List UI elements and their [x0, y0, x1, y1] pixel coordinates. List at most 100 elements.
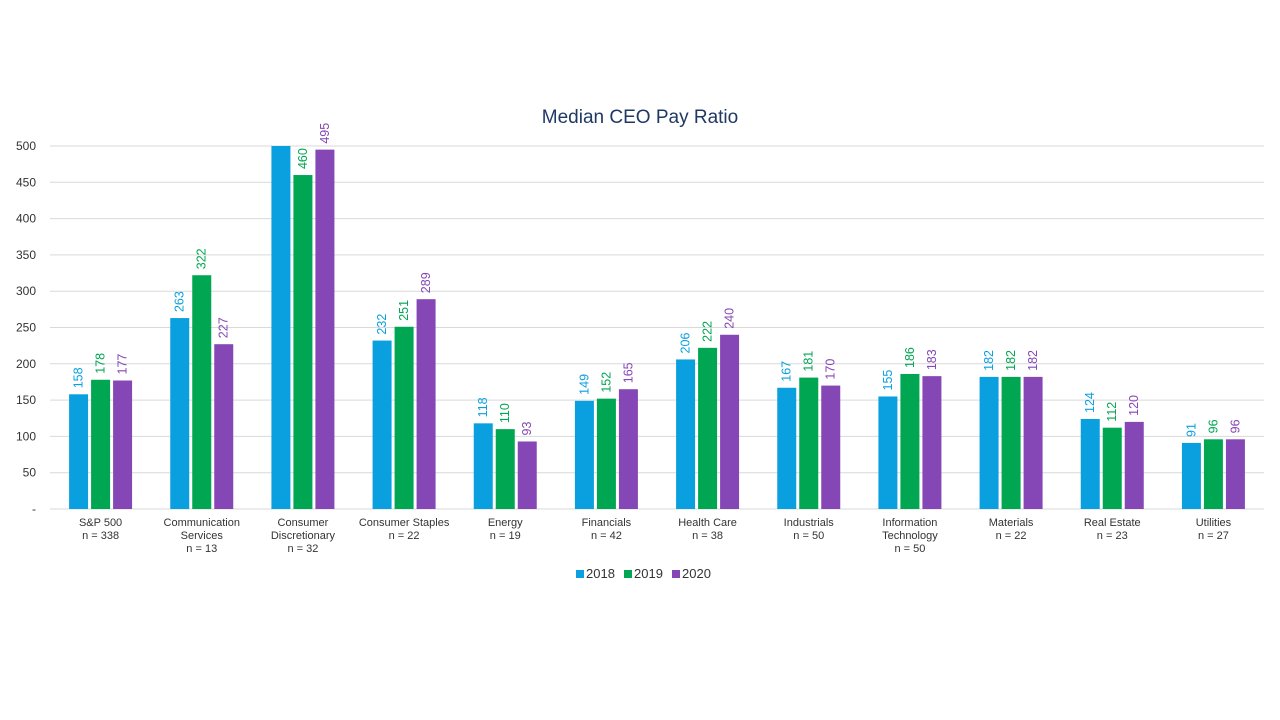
bar [394, 326, 414, 509]
data-label: 289 [419, 272, 433, 293]
data-label: 181 [802, 351, 816, 372]
bar [1080, 418, 1100, 509]
y-tick-label: 300 [16, 284, 36, 298]
bar [878, 396, 898, 509]
x-tick-label: Industrials n = 50 [784, 517, 835, 542]
data-label: 177 [116, 354, 130, 375]
y-tick-label: 150 [16, 393, 36, 407]
data-label: 222 [701, 321, 715, 342]
gridlines [50, 145, 1264, 510]
bar [596, 398, 616, 509]
data-label: 165 [621, 362, 635, 383]
data-label: 155 [881, 370, 895, 391]
x-tick-label: Communication Services n = 13 [164, 517, 240, 555]
bar [271, 146, 291, 509]
y-axis: - 50 100 150 200 250 300 350 400 450 500 [16, 139, 36, 516]
y-tick-label: 200 [16, 357, 36, 371]
data-label: 158 [72, 367, 86, 388]
y-tick-label: 50 [23, 466, 37, 480]
x-tick-label: Consumer Discretionary n = 32 [271, 517, 336, 555]
y-tick-label: 500 [16, 139, 36, 153]
y-tick-label: 350 [16, 248, 36, 262]
data-label: 178 [94, 353, 108, 374]
bar [1001, 376, 1021, 509]
data-label: 167 [780, 361, 794, 382]
x-tick-label: Real Estate n = 23 [1084, 517, 1141, 542]
bar [777, 387, 797, 509]
y-tick-label: 450 [16, 175, 36, 189]
x-tick-label: Utilities n = 27 [1196, 517, 1232, 542]
data-label: 96 [1206, 419, 1220, 433]
data-label: 170 [824, 359, 838, 380]
bar [922, 376, 942, 509]
x-tick-label: Financials n = 42 [582, 517, 632, 542]
data-label: 120 [1127, 395, 1141, 416]
data-label: 152 [599, 372, 613, 393]
bar [69, 394, 89, 509]
bar [1102, 427, 1122, 509]
bar [315, 149, 335, 509]
bar [517, 441, 537, 509]
bar [170, 318, 190, 509]
bar [495, 429, 515, 509]
bar [618, 389, 638, 509]
x-axis: S&P 500 n = 338 Communication Services n = 1… [79, 517, 1232, 555]
y-tick-label: 250 [16, 321, 36, 335]
data-label: 182 [1004, 350, 1018, 371]
data-label: 322 [195, 248, 209, 269]
bar [1203, 439, 1223, 509]
data-label: 206 [679, 333, 693, 354]
data-label: 112 [1105, 402, 1119, 422]
y-tick-label: 400 [16, 212, 36, 226]
bar [214, 344, 234, 509]
data-labels: 158 178 177 263 322 227 460 495 232 251 289 118 110 9… [72, 123, 1243, 437]
bar [676, 359, 696, 509]
data-label: 110 [498, 403, 512, 423]
x-tick-label: Health Care n = 38 [678, 517, 737, 542]
data-label: 263 [173, 291, 187, 312]
x-tick-label: Consumer Staples n = 22 [359, 517, 450, 542]
legend-swatch [576, 570, 584, 578]
data-label: 240 [723, 308, 737, 329]
bar [91, 379, 111, 509]
legend-swatch [672, 570, 680, 578]
bar [113, 380, 133, 509]
legend-label: 2019 [634, 566, 663, 581]
bar [192, 275, 212, 509]
bar [293, 175, 313, 510]
bar [1023, 376, 1043, 509]
data-label: 124 [1083, 392, 1097, 413]
bar [821, 385, 841, 509]
bar [698, 347, 718, 509]
data-label: 495 [318, 123, 332, 144]
data-label: 96 [1228, 419, 1242, 433]
data-label: 232 [375, 314, 389, 335]
x-tick-label: S&P 500 n = 338 [79, 517, 122, 542]
bar [372, 340, 392, 509]
y-tick-label: 100 [16, 429, 36, 443]
data-label: 149 [577, 374, 591, 395]
bars [69, 146, 1245, 510]
legend-label: 2018 [586, 566, 615, 581]
chart-title: Median CEO Pay Ratio [542, 107, 738, 128]
bar [473, 423, 493, 509]
data-label: 182 [1026, 350, 1040, 371]
data-label: 118 [476, 397, 490, 417]
bar [900, 373, 920, 509]
bar [1225, 439, 1245, 509]
x-tick-label: Materials n = 22 [989, 517, 1034, 542]
data-label: 93 [520, 422, 534, 436]
data-label: 251 [397, 300, 411, 321]
bar [720, 334, 740, 509]
bar [1124, 421, 1144, 509]
legend-swatch [624, 570, 632, 578]
y-tick-label: - [32, 502, 36, 516]
legend-label: 2020 [682, 566, 711, 581]
x-tick-label: Information Technology n = 50 [882, 517, 938, 555]
data-label: 183 [925, 349, 939, 370]
data-label: 460 [296, 148, 310, 169]
data-label: 91 [1184, 423, 1198, 437]
data-label: 227 [217, 317, 231, 338]
x-tick-label: Energy n = 19 [488, 517, 523, 542]
